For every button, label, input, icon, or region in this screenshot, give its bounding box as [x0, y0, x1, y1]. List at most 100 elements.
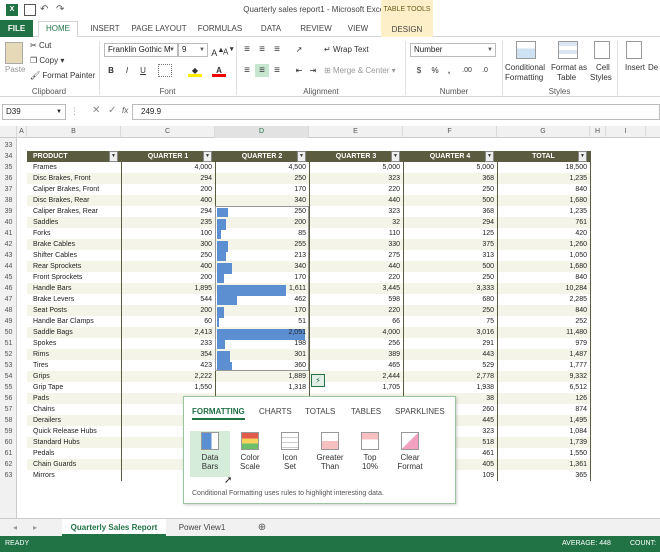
value-cell[interactable]: 300 — [200, 241, 212, 248]
row-header[interactable]: 57 — [4, 406, 13, 413]
value-cell[interactable]: 250 — [482, 307, 494, 314]
value-cell[interactable]: 400 — [200, 263, 212, 270]
value-cell[interactable]: 170 — [294, 186, 306, 193]
value-cell[interactable]: 1,938 — [476, 384, 494, 391]
tab-home[interactable]: HOME — [38, 21, 78, 38]
value-cell[interactable]: 323 — [388, 208, 400, 215]
row-header[interactable]: 41 — [4, 230, 13, 237]
row-header[interactable]: 36 — [4, 175, 13, 182]
filter-dropdown-icon[interactable]: ▼ — [485, 151, 494, 162]
row-header[interactable]: 61 — [4, 450, 13, 457]
fill-color-icon[interactable]: ◆ — [188, 64, 202, 77]
conditional-formatting-label[interactable]: Conditional — [505, 63, 546, 72]
align-left-icon[interactable]: ≡ — [244, 65, 250, 76]
align-center-icon[interactable]: ≡ — [255, 64, 269, 77]
product-cell[interactable]: Grips — [33, 373, 50, 380]
row-header[interactable]: 63 — [4, 472, 13, 479]
product-cell[interactable]: Seat Posts — [33, 307, 67, 314]
value-cell[interactable]: 1,705 — [382, 384, 400, 391]
value-cell[interactable]: 405 — [482, 461, 494, 468]
currency-button[interactable]: $ — [416, 66, 422, 75]
percent-button[interactable]: % — [431, 66, 439, 75]
italic-button[interactable]: I — [125, 66, 129, 75]
row-header[interactable]: 44 — [4, 263, 13, 270]
value-cell[interactable]: 233 — [200, 340, 212, 347]
merge-center-button[interactable]: ⊞ Merge & Center ▾ — [324, 66, 396, 75]
value-cell[interactable]: 979 — [575, 340, 587, 347]
row-header[interactable]: 37 — [4, 186, 13, 193]
product-cell[interactable]: Caliper Brakes, Front — [33, 186, 100, 193]
row-header[interactable]: 62 — [4, 461, 13, 468]
value-cell[interactable]: 250 — [294, 208, 306, 215]
value-cell[interactable]: 1,495 — [569, 417, 587, 424]
value-cell[interactable]: 291 — [482, 340, 494, 347]
row-header[interactable]: 52 — [4, 351, 13, 358]
value-cell[interactable]: 170 — [294, 307, 306, 314]
product-cell[interactable]: Spokes — [33, 340, 57, 347]
row-header[interactable]: 49 — [4, 318, 13, 325]
insert-cells-icon[interactable] — [626, 41, 642, 59]
value-cell[interactable]: 1,235 — [569, 208, 587, 215]
product-cell[interactable]: Frames — [33, 164, 57, 171]
save-icon[interactable] — [24, 4, 36, 16]
row-header[interactable]: 40 — [4, 219, 13, 226]
value-cell[interactable]: 235 — [200, 219, 212, 226]
product-cell[interactable]: Disc Brakes, Rear — [33, 197, 90, 204]
align-top-icon[interactable]: ≡ — [244, 44, 250, 55]
value-cell[interactable]: 260 — [482, 406, 494, 413]
row-header[interactable]: 39 — [4, 208, 13, 215]
value-cell[interactable]: 680 — [482, 296, 494, 303]
value-cell[interactable]: 250 — [294, 175, 306, 182]
cell-styles-icon[interactable] — [594, 41, 610, 59]
tab-view[interactable]: VIEW — [347, 24, 369, 33]
delete-label[interactable]: De — [648, 63, 659, 72]
value-cell[interactable]: 294 — [200, 175, 212, 182]
value-cell[interactable]: 1,050 — [569, 252, 587, 259]
product-cell[interactable]: Handle Bar Clamps — [33, 318, 94, 325]
value-cell[interactable]: 2,285 — [569, 296, 587, 303]
value-cell[interactable]: 874 — [575, 406, 587, 413]
value-cell[interactable]: 330 — [388, 241, 400, 248]
value-cell[interactable]: 423 — [200, 362, 212, 369]
product-cell[interactable]: Rear Sprockets — [33, 263, 82, 270]
value-cell[interactable]: 313 — [482, 252, 494, 259]
insert-label[interactable]: Insert — [625, 63, 646, 72]
tab-data[interactable]: DATA — [260, 24, 282, 33]
value-cell[interactable]: 220 — [388, 186, 400, 193]
product-cell[interactable]: Brake Levers — [33, 296, 75, 303]
value-cell[interactable]: 761 — [575, 219, 587, 226]
value-cell[interactable]: 255 — [294, 241, 306, 248]
enter-icon[interactable]: ✓ — [108, 105, 117, 116]
product-cell[interactable]: Front Sprockets — [33, 274, 83, 281]
qa-item-clear-format[interactable]: Clear Format — [390, 431, 430, 477]
value-cell[interactable]: 256 — [388, 340, 400, 347]
value-cell[interactable]: 1,680 — [569, 263, 587, 270]
value-cell[interactable]: 85 — [298, 230, 306, 237]
value-cell[interactable]: 400 — [200, 197, 212, 204]
value-cell[interactable]: 11,480 — [566, 329, 587, 336]
value-cell[interactable]: 66 — [392, 318, 400, 325]
value-cell[interactable]: 440 — [388, 197, 400, 204]
row-header[interactable]: 58 — [4, 417, 13, 424]
column-header[interactable]: F — [403, 126, 497, 138]
product-cell[interactable]: Handle Bars — [33, 285, 72, 292]
qa-item-greater-than[interactable]: Greater Than — [310, 431, 350, 477]
styles-label[interactable]: Styles — [590, 73, 612, 82]
value-cell[interactable]: 840 — [575, 307, 587, 314]
add-sheet-icon[interactable]: ⊕ — [257, 522, 267, 533]
row-header[interactable]: 35 — [4, 164, 13, 171]
row-header[interactable]: 46 — [4, 285, 13, 292]
qa-tab-sparklines[interactable]: SPARKLINES — [395, 407, 445, 416]
value-cell[interactable]: 250 — [482, 186, 494, 193]
align-right-icon[interactable]: ≡ — [274, 65, 280, 76]
value-cell[interactable]: 1,084 — [569, 428, 587, 435]
value-cell[interactable]: 220 — [388, 274, 400, 281]
value-cell[interactable]: 18,500 — [565, 164, 587, 171]
row-header[interactable]: 54 — [4, 373, 13, 380]
product-cell[interactable]: Tires — [33, 362, 49, 369]
value-cell[interactable]: 340 — [294, 263, 306, 270]
column-header[interactable]: H — [590, 126, 606, 138]
value-cell[interactable]: 200 — [200, 186, 212, 193]
product-cell[interactable]: Disc Brakes, Front — [33, 175, 91, 182]
conditional-formatting-label2[interactable]: Formatting — [505, 73, 544, 82]
